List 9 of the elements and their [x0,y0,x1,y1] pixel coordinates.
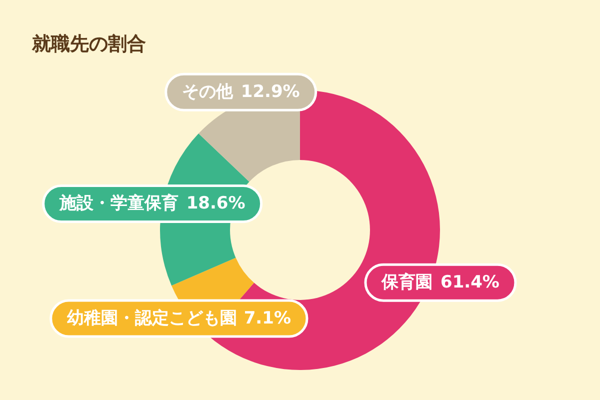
slice-label: 幼稚園・認定こども園 [66,308,237,329]
data-label: 61.4% [440,272,500,293]
chart-title: 就職先の割合 [31,33,146,55]
slice-label: その他 [182,82,234,102]
slice-label: 施設・学童保育 [58,192,178,214]
data-label: 7.1% [244,308,292,329]
slice-label: 保育園 [380,272,432,293]
data-label: 12.9% [240,82,300,102]
data-label: 18.6% [186,194,246,214]
